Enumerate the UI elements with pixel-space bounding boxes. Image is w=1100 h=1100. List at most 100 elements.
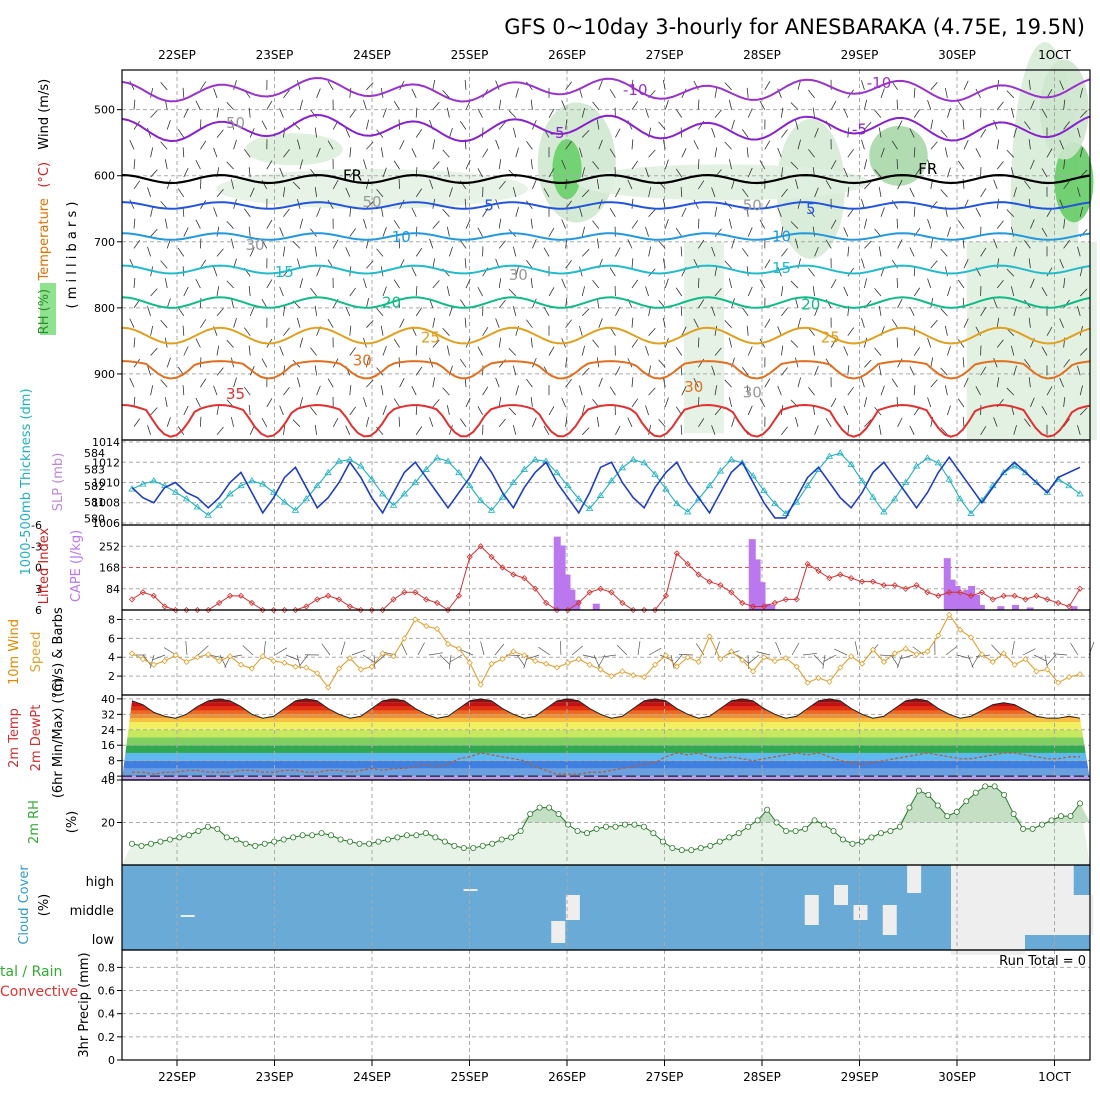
wind-barb xyxy=(814,128,819,138)
contour-label: 30 xyxy=(245,236,264,254)
wind-barb xyxy=(927,100,932,110)
lifted-index-marker xyxy=(455,592,462,599)
wind-barb xyxy=(996,317,1000,328)
lifted-index-marker xyxy=(477,543,484,550)
wind-barb xyxy=(896,99,898,110)
wind-barb xyxy=(847,267,855,277)
wind-barb xyxy=(797,198,801,209)
rh-shading xyxy=(245,133,343,166)
wind-barb xyxy=(825,239,832,249)
wind-speed-marker xyxy=(335,665,343,672)
wind-barb xyxy=(581,286,586,297)
wind-barb xyxy=(944,147,948,158)
contour-label: 15 xyxy=(772,259,791,277)
wind-barb xyxy=(283,246,286,257)
wind-barb xyxy=(459,418,467,428)
wind-barb xyxy=(874,288,882,297)
rh-marker xyxy=(460,845,467,852)
rh-marker xyxy=(555,811,562,818)
wind-barb xyxy=(129,318,135,328)
wind-barb xyxy=(261,239,268,249)
surface-wind-barb xyxy=(538,646,551,656)
surface-wind-barb xyxy=(945,646,958,656)
wind-barb xyxy=(1010,286,1015,297)
lifted-index-marker xyxy=(325,592,332,599)
wind-barb xyxy=(648,387,656,396)
wind-speed-marker xyxy=(1066,673,1073,681)
top-date-label: 27SEP xyxy=(646,48,684,62)
wind-barb xyxy=(442,327,450,336)
thickness-marker xyxy=(1000,468,1008,476)
wind-barb xyxy=(714,347,722,356)
wind-barb xyxy=(1059,258,1064,269)
wind-barb xyxy=(724,320,732,328)
wind-barb xyxy=(226,220,234,229)
wind-barb xyxy=(464,198,467,209)
lifted-index-marker xyxy=(978,589,985,596)
temp-band xyxy=(122,729,1090,738)
wind-speed-marker xyxy=(564,659,571,666)
wind-barb xyxy=(363,159,367,170)
wind-barb xyxy=(795,298,799,308)
wind-barb xyxy=(283,327,290,336)
lifted-index-marker xyxy=(227,592,234,599)
wind-barb xyxy=(216,367,224,376)
wind-barb xyxy=(230,179,234,190)
wind-barb xyxy=(526,259,533,269)
wind-barb xyxy=(731,238,735,249)
wind-speed-marker xyxy=(543,660,550,667)
surface-wind-barb xyxy=(756,651,771,656)
wind-barb xyxy=(1063,159,1066,170)
wind-barb xyxy=(1077,306,1081,316)
lifted-index-marker xyxy=(880,582,887,589)
wind-barb xyxy=(164,218,168,229)
rh-legend-swatch xyxy=(40,283,56,335)
wind-barb xyxy=(609,208,616,217)
contour-label: 20 xyxy=(801,296,820,314)
wind-barb xyxy=(975,386,981,396)
wind-barb xyxy=(830,338,837,348)
wind-speed-marker xyxy=(597,666,604,673)
contour-label: 50 xyxy=(743,196,762,214)
rh-marker xyxy=(849,840,856,847)
wind-barb xyxy=(332,239,339,249)
lifted-index-marker xyxy=(782,596,789,603)
li-tick-label: 0 xyxy=(35,562,42,575)
wind-speed-marker xyxy=(172,652,179,659)
wind-speed-marker xyxy=(848,653,855,660)
wind-barb xyxy=(814,365,819,376)
wind-speed-marker xyxy=(793,663,800,670)
wind-speed-marker xyxy=(488,660,495,667)
wind-barb xyxy=(747,108,753,118)
surface-wind-barb xyxy=(299,654,309,667)
li-axis-label: Lifted Index xyxy=(37,527,52,604)
wind-barb xyxy=(880,385,885,396)
wind-barb xyxy=(327,199,334,209)
wind-barb xyxy=(565,259,572,269)
wind-barb xyxy=(596,178,600,189)
temp-tick-label: 24 xyxy=(101,724,115,737)
rh-marker xyxy=(640,823,647,830)
wind-barb xyxy=(316,385,321,396)
wind-barb xyxy=(266,160,273,170)
wind-barb xyxy=(1010,107,1015,118)
surface-wind-barb xyxy=(285,654,300,661)
wind-barb xyxy=(399,318,405,328)
wind-barb xyxy=(164,159,168,170)
wind-barb xyxy=(648,365,652,376)
wind-barb xyxy=(731,119,735,130)
wind-barb xyxy=(795,417,799,427)
surface-wind-barb xyxy=(516,654,526,667)
rh-marker xyxy=(792,828,799,835)
wind-barb xyxy=(133,396,136,407)
top-date-label: 30SEP xyxy=(938,48,976,62)
wind-barb xyxy=(812,226,815,237)
wind-speed-marker xyxy=(455,645,462,652)
wind-barb xyxy=(1046,267,1053,277)
wind-speed-marker xyxy=(804,679,811,686)
wind-barb xyxy=(349,147,352,158)
wind-barb xyxy=(561,278,566,289)
slp-tick-label: 1014 xyxy=(92,436,120,449)
wind-barb xyxy=(366,201,374,210)
thickness-marker xyxy=(466,481,474,489)
